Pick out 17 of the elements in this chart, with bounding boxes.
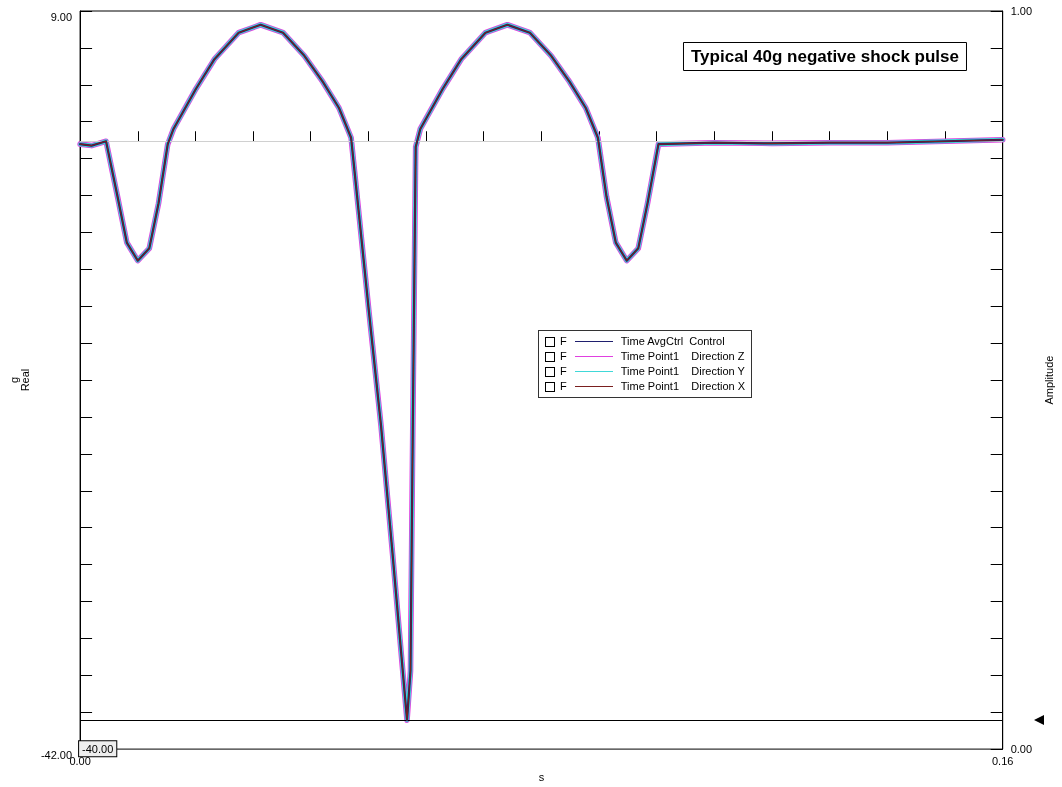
legend-label: Time Point1 Direction Z: [620, 349, 745, 364]
y2-axis-title: Amplitude: [1042, 355, 1055, 405]
legend-label: Time Point1 Direction X: [620, 379, 746, 394]
y2-tick-label: 1.00: [1010, 5, 1033, 17]
y-axis-title: g Real: [7, 368, 31, 392]
x-axis-title: s: [538, 770, 545, 783]
annotation: F: [560, 364, 567, 379]
annotation: F: [560, 334, 567, 349]
annotation: F: [560, 349, 567, 364]
annotation: F: [560, 379, 567, 394]
legend-label: Time Point1 Direction Y: [620, 364, 745, 379]
text: Typical 40g negative shock pulse: [690, 47, 960, 66]
legend-label: Time AvgCtrl Control: [620, 334, 725, 349]
x-tick-label: 0.16: [991, 754, 1014, 767]
y2-tick-label: 0.00: [1010, 743, 1033, 756]
ref-line-label: -40.00: [82, 742, 114, 755]
y-tick-label: 9.00: [50, 10, 73, 23]
